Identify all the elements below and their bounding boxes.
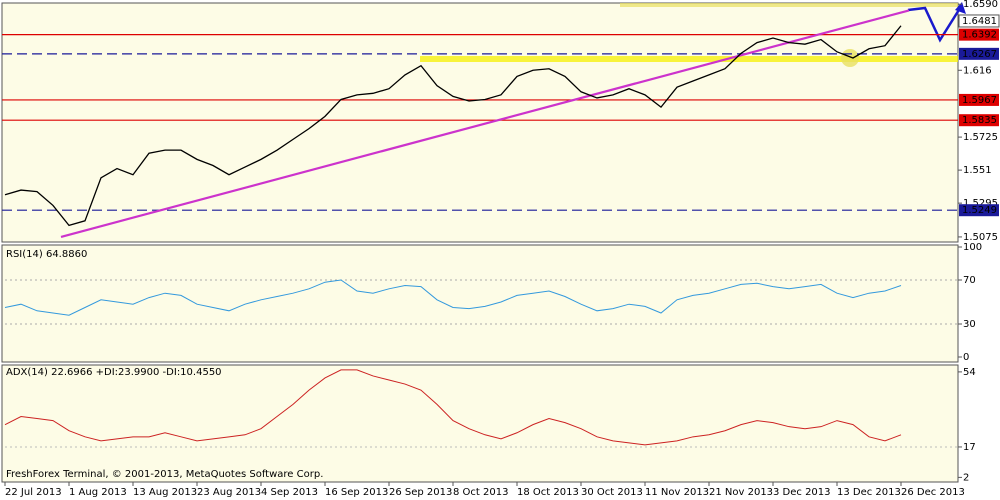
y-tick-label: 17 [963,442,976,453]
x-tick-label: 3 Dec 2013 [773,487,831,498]
x-tick-label: 30 Oct 2013 [581,487,643,498]
rsi-panel [1,244,959,363]
level-label: 1.6481 [962,16,997,27]
level-label: 1.5249 [962,205,997,216]
footer: FreshForex Terminal, © 2001-2013, MetaQu… [6,469,323,480]
adx-panel [1,364,959,483]
x-tick-label: 22 Jul 2013 [5,487,62,498]
level-tag [959,204,999,217]
x-tick-label: 26 Sep 2013 [389,487,452,498]
y-tick-label: 30 [963,319,976,330]
y-tick-label: 1.616 [963,65,992,76]
level-label: 1.5835 [962,115,997,126]
panel-title: ADX(14) 22.6966 +DI:23.9900 -DI:10.4550 [6,367,222,378]
y-tick-label: 2 [963,472,969,483]
price-panel [1,2,959,243]
series-line [4,279,902,316]
level-tag [959,114,999,127]
level-tag [959,28,999,41]
y-tick-label: 1.6590 [963,0,998,10]
y-tick-label: 1.5725 [963,132,998,143]
support-zone [420,56,958,62]
panel-title: RSI(14) 64.8860 [6,249,87,260]
y-tick-label: 1.5295 [963,198,998,209]
y-tick-label: 70 [963,275,976,286]
level-label: 1.6267 [962,49,997,60]
x-tick-label: 8 Oct 2013 [453,487,508,498]
resistance-zone [620,3,958,7]
forecast-arrow [907,4,964,43]
y-tick-label: 1.551 [963,165,992,176]
x-tick-label: 23 Aug 2013 [197,487,261,498]
x-tick-label: 26 Dec 2013 [901,487,965,498]
x-tick-label: 13 Dec 2013 [837,487,901,498]
x-tick-label: 13 Aug 2013 [133,487,197,498]
x-tick-label: 11 Nov 2013 [645,487,709,498]
level-tag [959,47,999,60]
level-tag [959,93,999,106]
trendline [60,9,910,238]
highlight-circle [841,49,859,67]
series-line [4,25,902,227]
x-tick-label: 16 Sep 2013 [325,487,388,498]
level-tag [958,14,1000,28]
series-line [4,369,902,446]
y-tick-label: 54 [963,367,976,378]
y-tick-label: 0 [963,352,969,363]
x-tick-label: 4 Sep 2013 [261,487,318,498]
arrow-head [955,2,966,14]
y-tick-label: 1.5075 [963,232,998,243]
level-label: 1.6392 [962,30,997,41]
level-label: 1.5967 [962,95,997,106]
x-tick-label: 1 Aug 2013 [69,487,127,498]
y-tick-label: 100 [963,242,982,253]
x-tick-label: 21 Nov 2013 [709,487,773,498]
x-tick-label: 18 Oct 2013 [517,487,579,498]
